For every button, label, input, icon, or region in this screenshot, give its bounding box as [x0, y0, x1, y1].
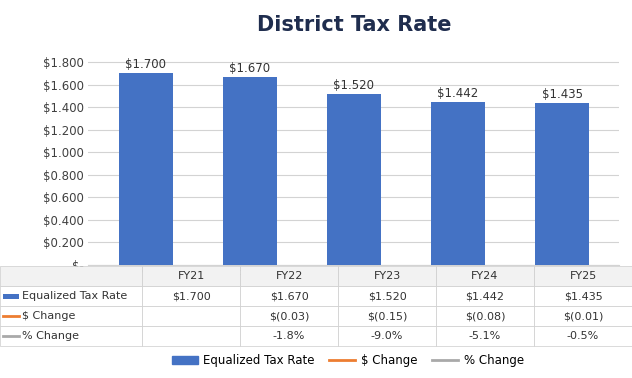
Text: $1.442: $1.442	[466, 291, 504, 301]
Text: $(0.08): $(0.08)	[465, 311, 506, 321]
Text: $1.435: $1.435	[564, 291, 602, 301]
Text: FY25: FY25	[569, 271, 597, 281]
Text: $1.520: $1.520	[368, 291, 406, 301]
Text: $1.442: $1.442	[437, 87, 478, 101]
Text: -0.5%: -0.5%	[567, 331, 599, 341]
Text: $1.700: $1.700	[172, 291, 210, 301]
Bar	[535, 103, 589, 265]
Text: $(0.03): $(0.03)	[269, 311, 309, 321]
Text: -9.0%: -9.0%	[371, 331, 403, 341]
Text: % Change: % Change	[22, 331, 79, 341]
Bar	[222, 77, 277, 265]
Text: $1.435: $1.435	[542, 88, 583, 101]
Text: FY24: FY24	[471, 271, 499, 281]
Text: $1.670: $1.670	[229, 62, 270, 75]
Text: -5.1%: -5.1%	[469, 331, 501, 341]
Legend: Equalized Tax Rate, $ Change, % Change: Equalized Tax Rate, $ Change, % Change	[167, 350, 528, 372]
Text: FY23: FY23	[374, 271, 401, 281]
Text: $(0.15): $(0.15)	[367, 311, 407, 321]
Bar	[431, 102, 485, 265]
Text: $ Change: $ Change	[22, 311, 75, 321]
Text: $(0.01): $(0.01)	[563, 311, 603, 321]
Bar	[327, 94, 381, 265]
Text: $1.520: $1.520	[334, 79, 374, 92]
Title: District Tax Rate: District Tax Rate	[257, 15, 451, 36]
Text: $1.700: $1.700	[125, 59, 166, 71]
Bar	[119, 73, 173, 265]
Text: FY22: FY22	[276, 271, 303, 281]
Text: -1.8%: -1.8%	[273, 331, 305, 341]
Text: Equalized Tax Rate: Equalized Tax Rate	[22, 291, 128, 301]
Text: FY21: FY21	[178, 271, 205, 281]
Text: $1.670: $1.670	[270, 291, 308, 301]
